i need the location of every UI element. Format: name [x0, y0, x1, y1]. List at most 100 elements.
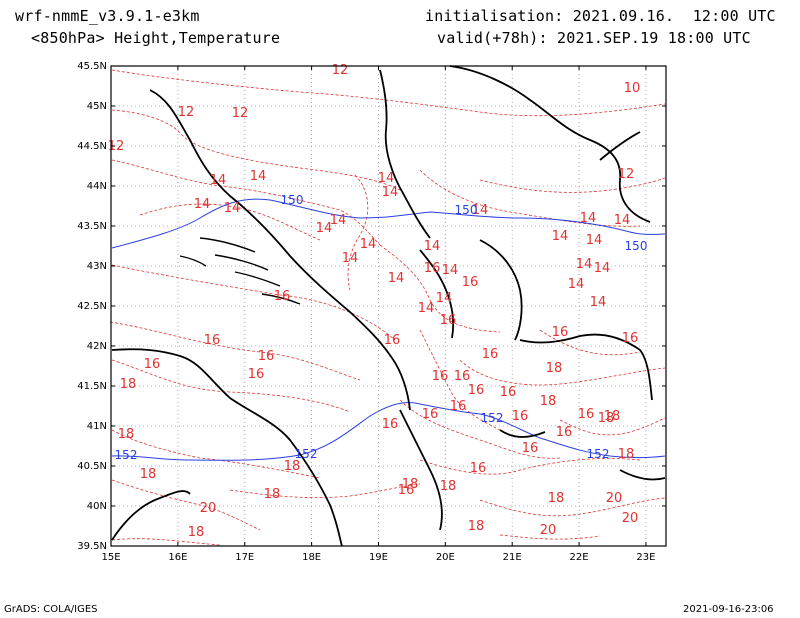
temperature-label: 14 [250, 169, 267, 184]
lat-tick-label: 45N [87, 101, 107, 112]
temperature-label: 18 [604, 409, 621, 424]
temperature-label: 14 [614, 213, 631, 228]
valid-time: valid(+78h): 2021.SEP.19 18:00 UTC [437, 29, 751, 47]
temperature-label: 16 [384, 333, 401, 348]
lat-tick-label: 44.5N [77, 141, 107, 152]
lon-tick-label: 15E [101, 552, 120, 563]
lat-tick-label: 39.5N [77, 541, 107, 552]
temperature-label: 16 [450, 399, 467, 414]
lat-tick-label: 45.5N [77, 61, 107, 72]
map-frame [110, 65, 667, 547]
temperature-label: 16 [422, 407, 439, 422]
temperature-label: 18 [402, 477, 419, 492]
lat-tick-label: 40N [87, 501, 107, 512]
temperature-label: 18 [264, 487, 281, 502]
temperature-label: 14 [382, 185, 399, 200]
temperature-label: 14 [590, 295, 607, 310]
temperature-label: 14 [436, 291, 453, 306]
temperature-label: 14 [330, 213, 347, 228]
height-label: 152 [587, 447, 610, 461]
temperature-label: 16 [274, 289, 291, 304]
temperature-label: 12 [332, 63, 349, 78]
lon-tick-label: 19E [369, 552, 388, 563]
temperature-contours [109, 69, 666, 546]
temperature-label: 16 [470, 461, 487, 476]
height-label: 150 [625, 239, 648, 253]
temperature-label: 14 [424, 239, 441, 254]
height-label: 152 [481, 411, 504, 425]
temperature-label: 16 [248, 367, 265, 382]
lon-tick-label: 17E [235, 552, 254, 563]
temperature-label: 16 [424, 261, 441, 276]
lat-tick-label: 43N [87, 261, 107, 272]
temperature-label: 14 [316, 221, 333, 236]
temperature-label: 16 [204, 333, 221, 348]
temperature-label: 16 [462, 275, 479, 290]
temperature-label: 14 [552, 229, 569, 244]
temperature-label: 18 [188, 525, 205, 540]
temperature-label: 18 [540, 394, 557, 409]
temperature-label: 16 [454, 369, 471, 384]
init-time: initialisation: 2021.09.16. 12:00 UTC [425, 7, 776, 25]
temperature-label: 14 [388, 271, 405, 286]
temperature-label: 16 [552, 325, 569, 340]
height-labels: 150 150 150 152 152 152 152 [115, 193, 648, 462]
temperature-label: 18 [118, 427, 135, 442]
temperature-label: 16 [482, 347, 499, 362]
lon-tick-label: 20E [436, 552, 455, 563]
temperature-label: 12 [178, 105, 195, 120]
lon-tick-label: 16E [168, 552, 187, 563]
lat-tick-label: 42.5N [77, 301, 107, 312]
temperature-label: 18 [548, 491, 565, 506]
temperature-label: 16 [432, 369, 449, 384]
temperature-label: 18 [598, 411, 615, 426]
temperature-label: 14 [342, 251, 359, 266]
temperature-label: 14 [378, 171, 395, 186]
lat-tick-label: 40.5N [77, 461, 107, 472]
temperature-label: 20 [606, 491, 623, 506]
render-timestamp: 2021-09-16-23:06 [683, 604, 774, 615]
islands [179, 237, 301, 305]
temperature-label: 16 [468, 383, 485, 398]
temperature-label: 16 [258, 349, 275, 364]
temperature-label: 14 [580, 211, 597, 226]
temperature-label: 14 [594, 261, 611, 276]
height-label: 152 [115, 448, 138, 462]
lat-tick-label: 42N [87, 341, 107, 352]
temperature-label: 14 [472, 203, 489, 218]
temperature-label: 18 [120, 377, 137, 392]
temperature-label: 18 [468, 519, 485, 534]
height-label: 152 [295, 447, 318, 461]
temperature-label: 20 [200, 501, 217, 516]
temperature-label: 20 [622, 511, 639, 526]
height-contours [111, 198, 666, 461]
model-title: wrf-nmmE_v3.9.1-e3km [15, 7, 200, 25]
height-label: 150 [455, 203, 478, 217]
temperature-label: 12 [108, 139, 125, 154]
temperature-label: 16 [382, 417, 399, 432]
temperature-label: 16 [398, 483, 415, 498]
temperature-label: 14 [576, 257, 593, 272]
temperature-label: 14 [568, 277, 585, 292]
lat-lon-grid [111, 66, 666, 546]
temperature-label: 14 [224, 201, 241, 216]
temperature-label: 16 [500, 385, 517, 400]
field-title: <850hPa> Height,Temperature [31, 29, 281, 47]
temperature-label: 18 [440, 479, 457, 494]
temperature-label: 18 [284, 459, 301, 474]
temperature-label: 18 [546, 361, 563, 376]
lon-tick-label: 21E [503, 552, 522, 563]
temperature-label: 12 [618, 167, 635, 182]
height-label: 150 [281, 193, 304, 207]
lon-tick-label: 23E [636, 552, 655, 563]
temperature-label: 20 [540, 523, 557, 538]
temperature-label: 16 [512, 409, 529, 424]
temperature-label: 10 [624, 81, 641, 96]
temperature-label: 14 [194, 197, 211, 212]
temperature-label: 16 [578, 407, 595, 422]
temperature-label: 14 [360, 237, 377, 252]
lon-tick-label: 22E [570, 552, 589, 563]
lat-tick-label: 41N [87, 421, 107, 432]
